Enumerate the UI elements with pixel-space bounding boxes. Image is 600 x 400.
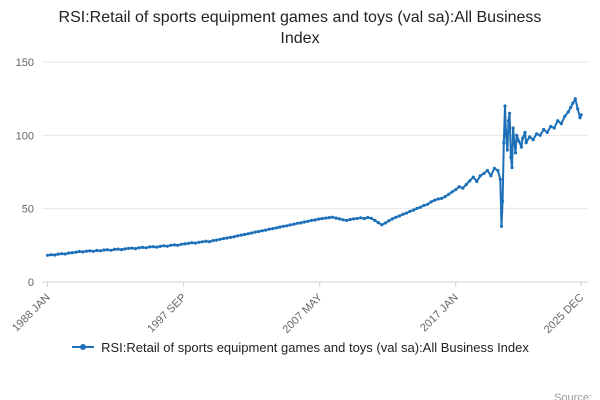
svg-text:100: 100 <box>16 130 34 142</box>
svg-text:2025 DEC: 2025 DEC <box>542 291 586 335</box>
svg-text:1997 SEP: 1997 SEP <box>145 291 189 335</box>
svg-text:0: 0 <box>28 277 34 289</box>
line-chart-plot-area: 0 50 100 150 1988 JAN 1997 SEP 2007 MAY 2017 JA… <box>10 57 588 336</box>
svg-text:2017 JAN: 2017 JAN <box>418 291 461 334</box>
chart-container: RSI:Retail of sports equipment games and… <box>0 8 600 400</box>
legend[interactable]: RSI:Retail of sports equipment games and… <box>0 340 600 355</box>
svg-text:50: 50 <box>22 203 34 215</box>
legend-label: RSI:Retail of sports equipment games and… <box>101 339 529 355</box>
legend-line-marker-icon <box>72 344 95 351</box>
svg-text:1988 JAN: 1988 JAN <box>10 291 53 334</box>
chart-title: RSI:Retail of sports equipment games and… <box>58 9 542 47</box>
source-label: Source: <box>554 392 592 400</box>
svg-text:150: 150 <box>16 57 34 69</box>
svg-text:2007 MAY: 2007 MAY <box>281 291 326 336</box>
